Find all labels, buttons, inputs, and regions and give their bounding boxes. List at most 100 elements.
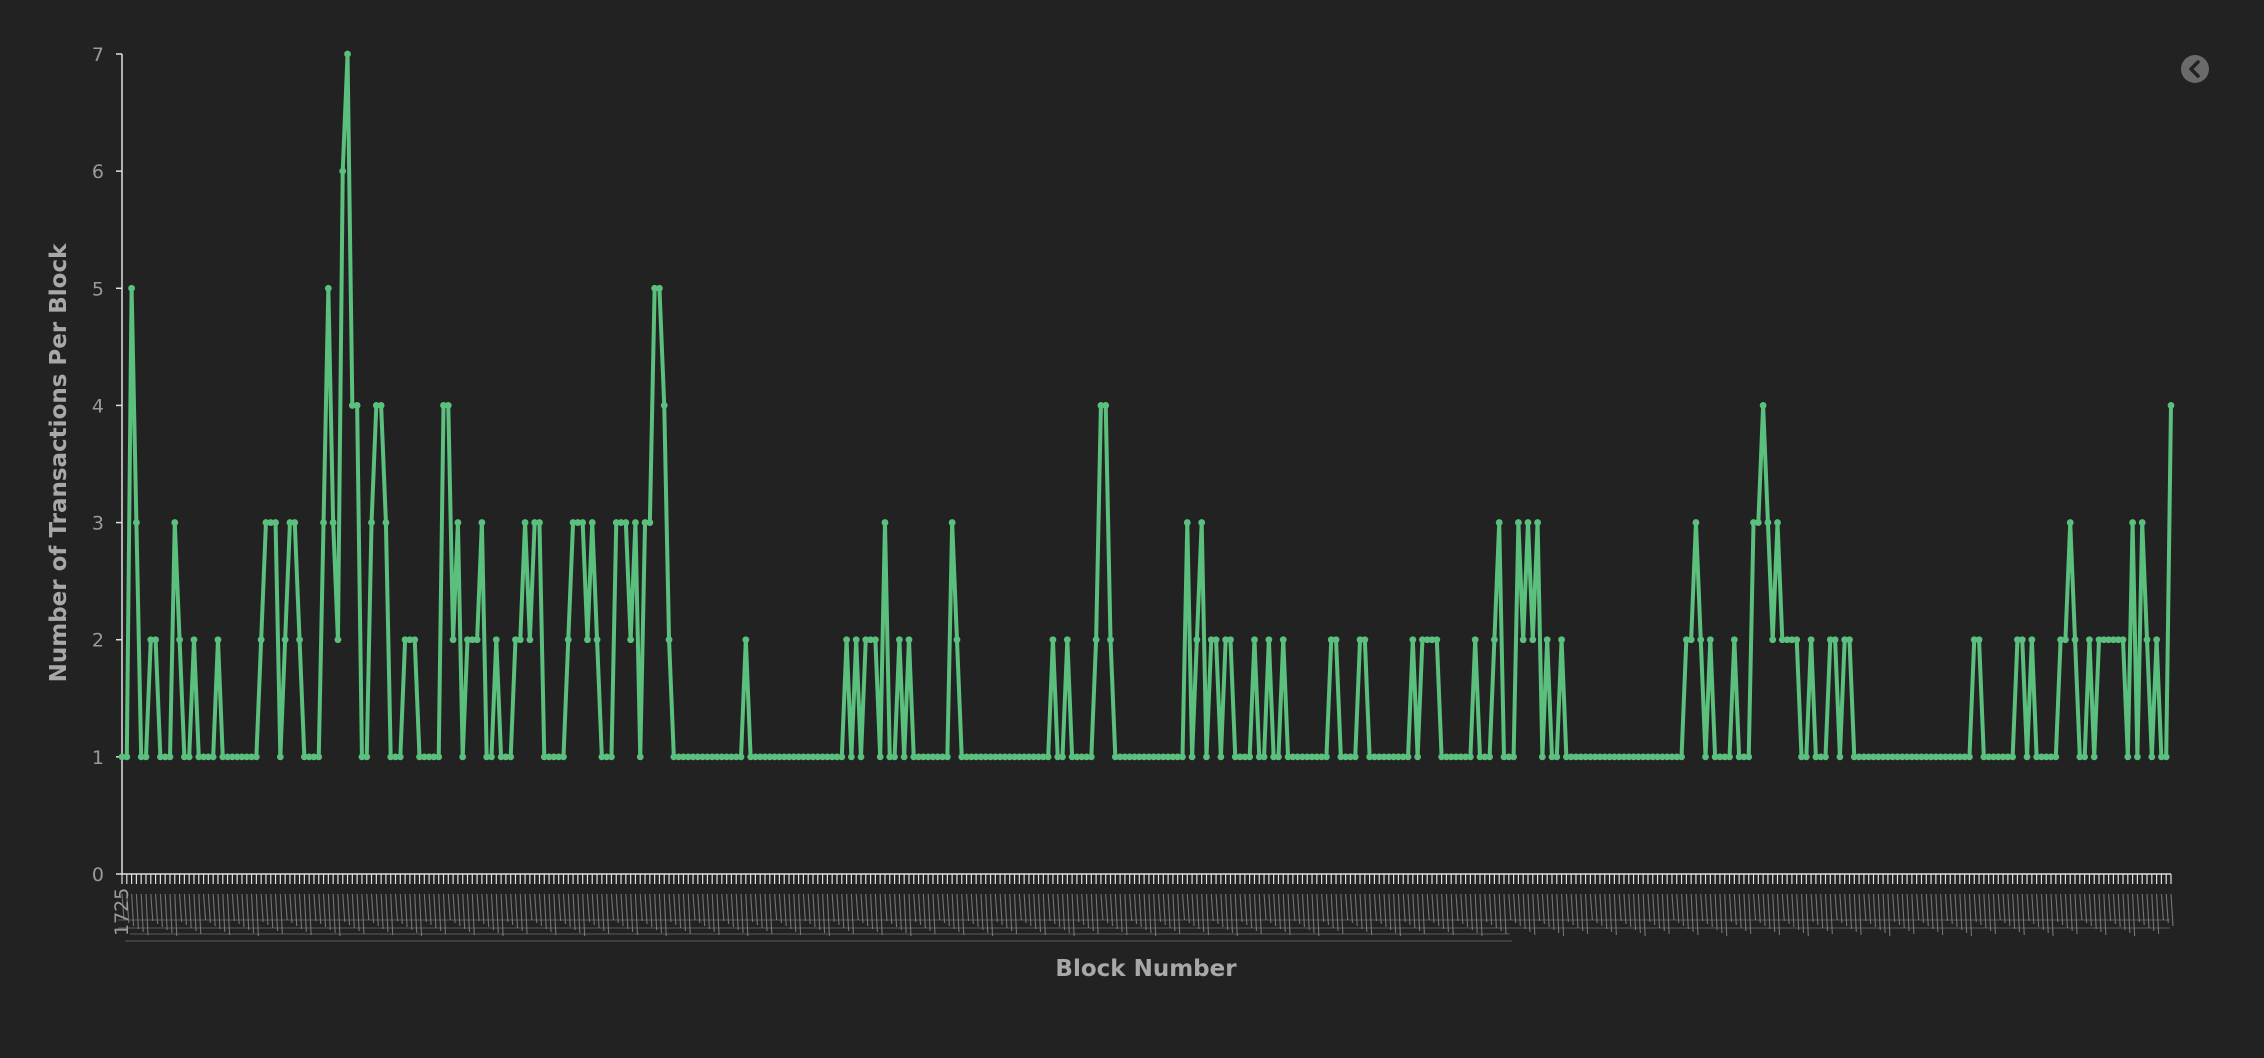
x-tick-label-mark [1916, 893, 1920, 921]
data-point [171, 519, 179, 526]
data-point [2158, 753, 2165, 761]
x-tick-label-mark [778, 893, 782, 924]
x-tick-label-mark [1282, 893, 1286, 933]
data-point [248, 753, 255, 761]
data-point [219, 753, 227, 761]
x-tick-label-mark [1767, 893, 1771, 930]
data-point [435, 753, 443, 761]
x-tick-label-mark [1887, 893, 1891, 937]
data-point [694, 753, 702, 761]
data-point [1658, 753, 1666, 761]
data-point [1639, 753, 1647, 761]
x-tick-label-mark [1983, 893, 1987, 929]
x-tick-label-mark [1935, 893, 1939, 933]
x-tick-label-mark [1057, 893, 1061, 928]
data-point [1380, 753, 1388, 761]
data-point [1361, 636, 1369, 644]
x-tick-label-mark [370, 893, 375, 924]
x-tick-label-mark [1479, 893, 1483, 937]
data-point [1255, 753, 1263, 761]
data-point [267, 519, 275, 526]
data-point [1452, 753, 1460, 761]
data-point [1966, 753, 1973, 761]
data-point [555, 753, 563, 761]
x-tick-label-mark [169, 893, 173, 934]
x-tick-label-mark [1359, 893, 1363, 930]
x-tick-label-mark [1940, 893, 1944, 936]
data-point [785, 753, 793, 761]
x-tick-label-mark [1239, 893, 1243, 923]
x-tick-label-mark [1666, 893, 1670, 935]
y-tick-label: 4 [92, 395, 104, 417]
x-tick-label-mark [279, 893, 283, 935]
data-point [1788, 636, 1796, 644]
x-tick-label-mark [1901, 893, 1905, 929]
x-tick-label-mark [615, 893, 619, 924]
x-tick-label-mark [1133, 893, 1138, 925]
data-point [1467, 753, 1474, 761]
x-tick-label-mark [433, 893, 437, 929]
data-point [1994, 753, 2002, 761]
x-tick-label-mark [946, 893, 950, 927]
data-point [1318, 753, 1326, 761]
x-tick-label-mark [390, 893, 394, 936]
data-point [929, 753, 937, 761]
data-point [684, 753, 692, 761]
data-point [1529, 636, 1537, 644]
x-tick-label-mark [1373, 893, 1377, 922]
x-tick-label-mark [394, 893, 399, 922]
y-axis-title: Number of Transactions Per Block [46, 243, 72, 682]
data-point [689, 753, 697, 761]
x-tick-label-mark [1229, 893, 1234, 934]
data-point [713, 753, 721, 761]
x-tick-label-mark [2007, 893, 2011, 927]
x-tick-label-mark [1431, 893, 1435, 924]
data-point [142, 753, 150, 761]
x-tick-label-mark [126, 893, 130, 924]
x-tick-label-mark [198, 893, 202, 935]
x-tick-label-mark [783, 893, 787, 927]
x-tick-label-mark [1220, 893, 1224, 928]
data-point [732, 753, 740, 761]
x-tick-label-mark [2170, 893, 2174, 927]
data-point [180, 753, 188, 761]
x-tick-label-mark [1800, 893, 1805, 934]
data-point [1246, 753, 1254, 761]
data-point [1275, 753, 1282, 761]
x-tick-label-mark [1834, 893, 1838, 921]
data-point [1975, 636, 1983, 644]
x-tick-label-mark [1421, 893, 1425, 935]
data-point [622, 519, 630, 526]
x-tick-label-mark [1306, 893, 1310, 931]
x-tick-label-mark [1781, 893, 1785, 922]
data-point [1438, 753, 1446, 761]
data-point [1198, 519, 1206, 526]
data-point [1985, 753, 1993, 761]
x-tick-label-mark [1201, 893, 1205, 933]
data-point [2105, 636, 2113, 644]
x-tick-label-mark [1594, 893, 1598, 924]
data-point [521, 519, 529, 526]
x-tick-label-mark [2132, 893, 2136, 937]
x-tick-label-mark [1066, 893, 1070, 934]
y-tick-label: 5 [92, 278, 104, 300]
data-point [1332, 636, 1340, 644]
data-point [1591, 753, 1599, 761]
data-point [1524, 519, 1532, 526]
data-point [2086, 636, 2093, 644]
x-tick-label-mark [1546, 893, 1550, 928]
data-point [1951, 753, 1959, 761]
data-point [943, 753, 951, 761]
x-tick-label-mark [668, 893, 672, 923]
data-point [1663, 753, 1671, 761]
data-point [238, 753, 246, 761]
x-tick-label-mark [342, 893, 346, 923]
data-point [963, 753, 970, 761]
data-point [1586, 753, 1594, 761]
data-point [1730, 636, 1738, 644]
data-point [1462, 753, 1470, 761]
data-point [790, 753, 798, 761]
x-axis-ticks [121, 874, 2172, 884]
data-point [1140, 753, 1148, 761]
back-button[interactable] [2181, 55, 2209, 83]
